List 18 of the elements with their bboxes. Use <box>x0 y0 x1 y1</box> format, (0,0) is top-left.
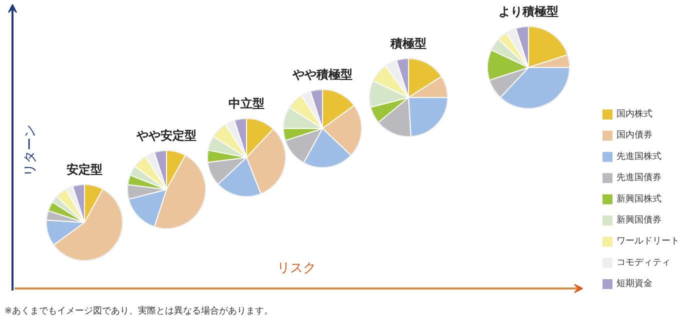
legend-label: ワールドリート <box>616 236 680 247</box>
text: リスク <box>277 261 316 276</box>
slice-label: 中立型 <box>228 96 264 110</box>
legend-label: コモディティ <box>616 258 670 268</box>
legend-label: 新興国株式 <box>616 193 662 204</box>
slice-label: より積極型 <box>498 4 558 18</box>
legend-label: 先進国債券 <box>616 172 662 184</box>
text: ※あくまでもイメージ図であり、実際とは異なる場合があります。 <box>4 306 274 316</box>
legend-label: 先進国株式 <box>616 150 662 162</box>
legend-label: 新興国債券 <box>616 214 662 226</box>
legend-label: 国内債券 <box>616 130 652 141</box>
legend-label: 国内株式 <box>616 108 652 120</box>
text: リターン <box>23 124 38 176</box>
slice-label: 安定型 <box>66 162 102 176</box>
legend-label: 短期資金 <box>616 278 652 290</box>
slice-label: 積極型 <box>390 36 426 50</box>
slice-label: やや積極型 <box>292 68 352 82</box>
slice-label: やや安定型 <box>136 128 196 142</box>
